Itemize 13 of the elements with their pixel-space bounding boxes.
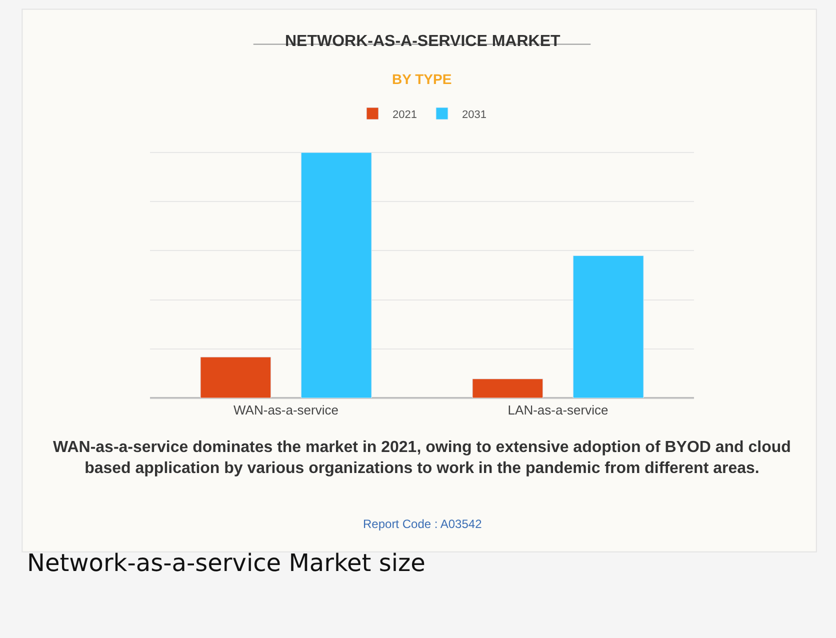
x-tick-label: LAN-as-a-service (508, 402, 608, 418)
text: Report Code : A03542 (363, 517, 482, 531)
bar (472, 378, 544, 398)
bar (572, 255, 644, 398)
bar (300, 152, 372, 398)
chart-subtitle: BY TYPE (392, 71, 452, 87)
text: WAN-as-a-service dominates the market in 2021, owing to extensive adoption of BYOD and cloud based application by various organizations to work in the pandemic from different areas. (53, 439, 791, 477)
x-tick-label: WAN-as-a-service (234, 402, 338, 418)
text: Network-as-a-service Market size (27, 549, 426, 577)
legend-label: 2021 (392, 108, 417, 121)
legend-label: 2031 (462, 108, 486, 121)
bar (200, 356, 272, 398)
chart-title: NETWORK-AS-A-SERVICE MARKET (285, 33, 560, 50)
